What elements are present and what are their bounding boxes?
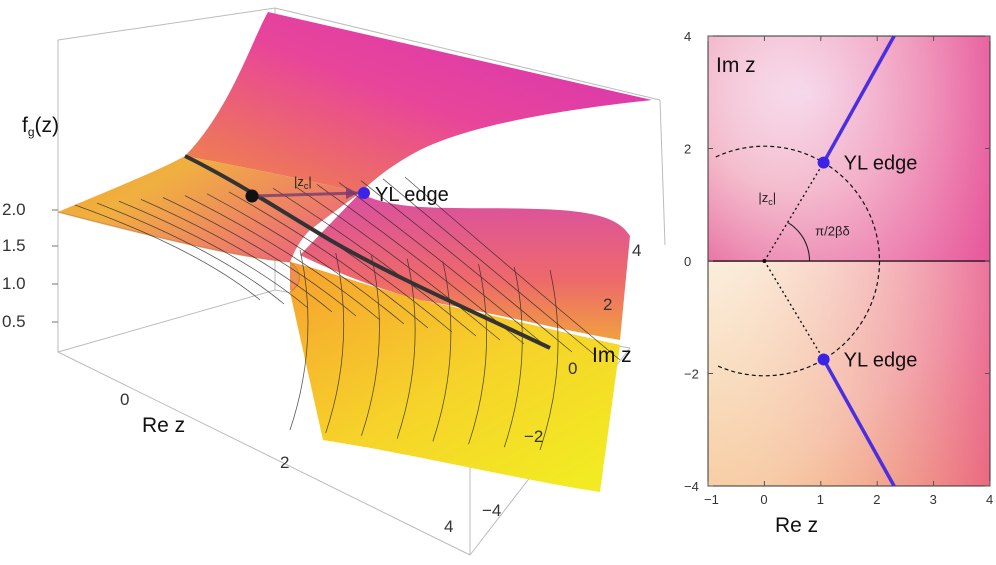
contour-line: [228, 191, 429, 329]
zc-arrow-head: [346, 187, 358, 199]
im-tick: 0: [568, 359, 577, 378]
origin-point: [245, 189, 259, 203]
yl-edge-label-lower: YL edge: [844, 349, 918, 371]
contour-line: [360, 180, 573, 353]
re-z-axis-label: Re z: [775, 514, 818, 537]
contour-line: [289, 249, 309, 431]
contour-line: [206, 193, 405, 325]
real-axis-curve: [184, 154, 551, 350]
plot-ticks: −1 0 1 2 3 4 4 2 0 −2 −4: [684, 29, 993, 507]
y-tick-label: 0: [684, 254, 691, 269]
surface-upper-sheet: [185, 12, 652, 193]
yl-edge-point-3d: [358, 187, 370, 199]
zc-ray: [763, 162, 825, 262]
y-tick-label: 4: [684, 29, 691, 44]
contour-line: [272, 187, 477, 337]
im-axis-label: Im z: [592, 344, 632, 367]
contour-line: [396, 258, 416, 439]
re-tick: 0: [120, 390, 129, 409]
x-tick-label: 4: [986, 492, 993, 507]
z-axis-label: fg(z): [22, 114, 59, 139]
zc-arrow: [251, 191, 359, 198]
z-tick: 1.0: [2, 274, 26, 293]
surface-lower-sheet: [290, 262, 620, 492]
re-axis-label: Re z: [142, 414, 185, 437]
angle-label: π/2βδ: [815, 224, 850, 239]
origin-dot: [762, 259, 767, 263]
re-tick: 2: [280, 453, 289, 472]
im-tick: 4: [632, 241, 641, 260]
zc-ray: [763, 260, 825, 360]
contour-line: [404, 176, 621, 361]
surface-fold: [57, 211, 300, 293]
x-tick-label: 1: [817, 492, 824, 507]
contour-line: [468, 264, 487, 445]
contour-line: [503, 267, 523, 448]
angle-arc: [787, 221, 811, 261]
surface-right-sheet: [300, 193, 630, 340]
contour-line: [382, 178, 597, 357]
z-tick: 0.5: [2, 312, 26, 331]
im-tick: −2: [524, 427, 543, 446]
contour-lines: [74, 176, 621, 451]
zc-label-2d: |zc|: [758, 190, 776, 207]
contour-line: [539, 269, 559, 451]
contour-line: [96, 202, 285, 305]
x-tick-label: 0: [760, 492, 767, 507]
contour-line: [338, 182, 549, 349]
complex-plane-plot: −1 0 1 2 3 4 4 2 0 −2 −4 Im z Re z YL edge YL edge…: [684, 29, 993, 537]
contour-line: [140, 199, 333, 313]
y-tick-label: 2: [684, 142, 691, 157]
yl-edge-label-3d: YL edge: [375, 184, 449, 206]
x-tick-label: 2: [873, 492, 880, 507]
plot-geometry: [715, 35, 896, 487]
yl-edge-point: [817, 156, 830, 169]
x-tick-label: 3: [930, 492, 937, 507]
z-tick: 1.5: [2, 236, 26, 255]
im-tick: 2: [603, 295, 612, 314]
contour-line: [184, 195, 381, 321]
im-z-title: Im z: [716, 54, 756, 77]
contour-line: [118, 200, 309, 309]
contour-line: [74, 204, 261, 301]
surface-plot-3d: YL edge |zc| fg(z) 2.0 1.5 1.0 0.5 0 2 4…: [2, 7, 666, 556]
surface-front-sheet: [58, 156, 360, 262]
contour-line: [361, 255, 380, 436]
yl-edge-point: [817, 353, 830, 366]
contour-line: [162, 197, 357, 317]
z-tick: 2.0: [2, 200, 26, 219]
y-tick-label: −2: [684, 367, 699, 382]
branch-cut: [822, 358, 896, 487]
y-tick-label: −4: [684, 479, 699, 494]
contour-line: [432, 261, 452, 442]
yl-edge-label-upper: YL edge: [844, 153, 918, 175]
im-tick: −4: [482, 501, 501, 520]
z-ticks: 2.0 1.5 1.0 0.5: [2, 200, 58, 331]
branch-cut: [822, 35, 896, 164]
contour-line: [325, 252, 345, 433]
zc-label-3d: |zc|: [294, 174, 312, 191]
re-tick: 4: [444, 517, 453, 536]
contour-line: [294, 186, 501, 341]
x-tick-label: −1: [704, 492, 719, 507]
